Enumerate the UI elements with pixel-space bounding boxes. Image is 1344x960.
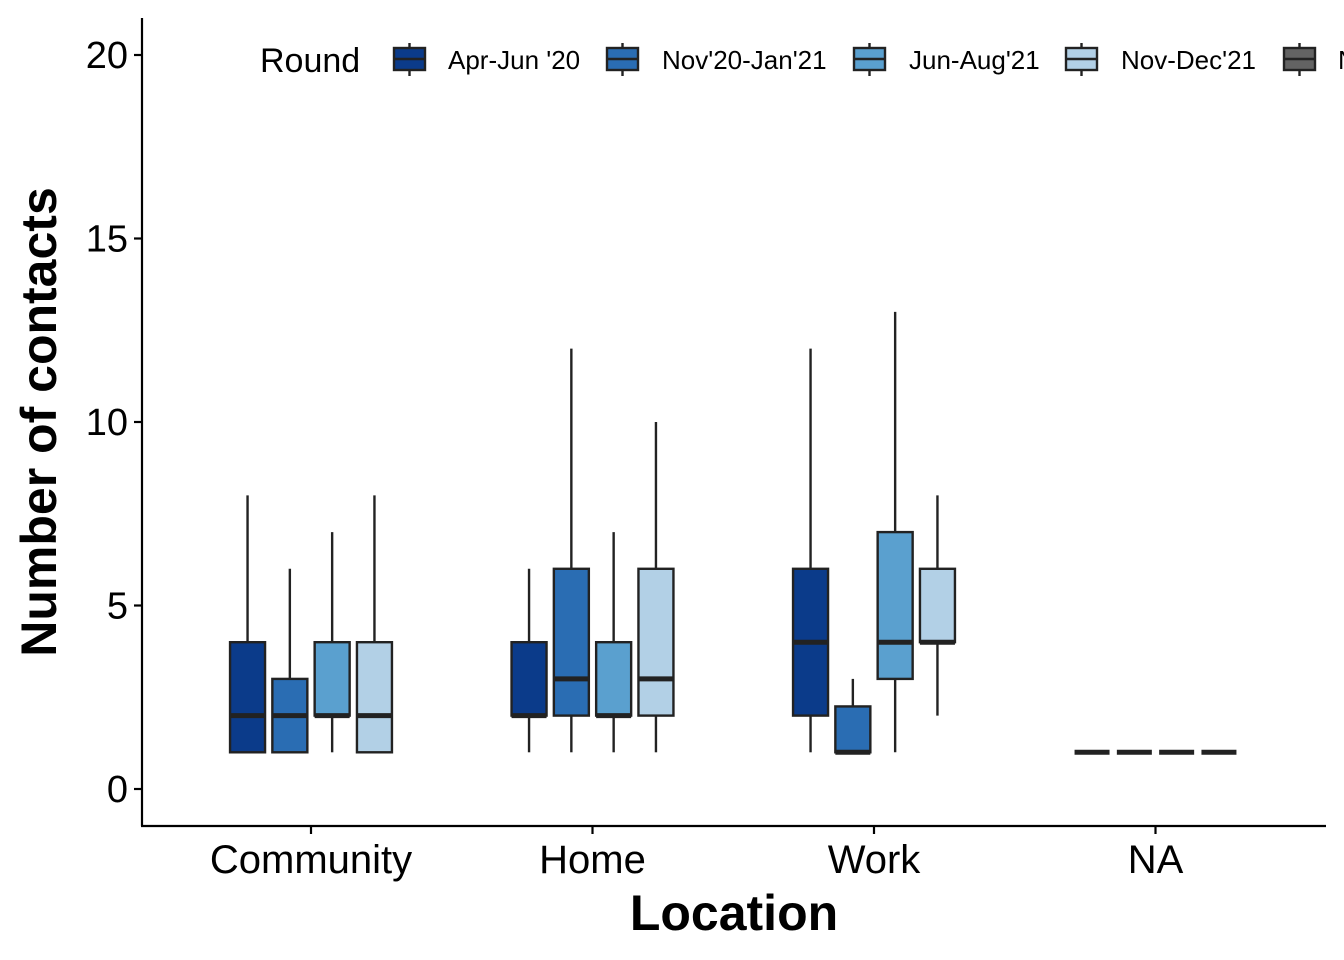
x-tick-label: Home [539, 838, 646, 882]
box-series [228, 348, 1110, 755]
legend-label: N [1338, 45, 1344, 75]
legend-item: Nov'20-Jan'21 [605, 43, 827, 76]
x-tick-label: Community [210, 838, 412, 882]
box-series [313, 311, 1195, 755]
box [637, 567, 675, 717]
box [355, 641, 394, 754]
box [552, 567, 591, 717]
legend-item: Jun-Aug'21 [852, 43, 1040, 76]
box [876, 530, 914, 681]
y-tick-label: 20 [86, 35, 128, 77]
legend: Round Apr-Jun '20 Nov'20-Jan'21 Jun-Aug'21… [260, 42, 1344, 80]
box-series [271, 348, 1152, 755]
y-tick-label: 5 [107, 586, 128, 628]
box [510, 641, 548, 717]
box [594, 641, 633, 717]
legend-item: Apr-Jun '20 [392, 43, 580, 76]
legend-label: Nov'20-Jan'21 [662, 45, 827, 75]
legend-item: N [1282, 43, 1344, 76]
x-axis-ticks: Community Home Work NA [210, 826, 1184, 882]
box [228, 641, 267, 754]
y-tick-label: 0 [107, 769, 128, 811]
y-tick-label: 10 [86, 402, 128, 444]
y-axis-title: Number of contacts [11, 187, 67, 657]
box-series [355, 422, 1237, 755]
legend-label: Apr-Jun '20 [448, 45, 580, 75]
legend-label: Jun-Aug'21 [909, 45, 1040, 75]
y-axis-ticks: 0 5 10 15 20 [86, 35, 142, 811]
x-tick-label: NA [1128, 838, 1184, 882]
x-axis-title: Location [630, 885, 838, 941]
legend-title: Round [260, 42, 360, 80]
box [918, 567, 957, 644]
box-series-group [228, 311, 1237, 755]
box [313, 641, 351, 717]
box [834, 705, 872, 754]
legend-label: Nov-Dec'21 [1121, 45, 1256, 75]
y-tick-label: 15 [86, 219, 128, 261]
legend-item: Nov-Dec'21 [1064, 43, 1256, 76]
x-tick-label: Work [828, 838, 922, 882]
